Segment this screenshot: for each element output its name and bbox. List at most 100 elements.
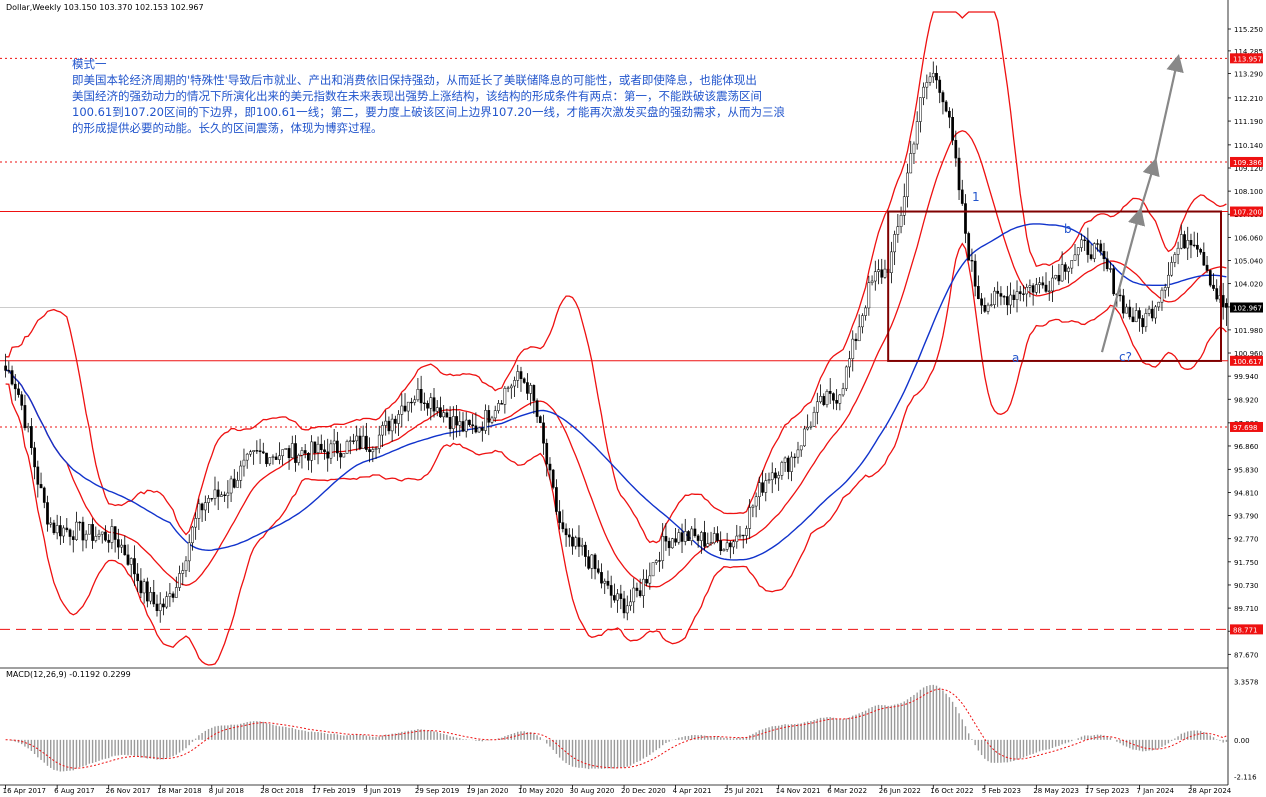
bar-body [861, 315, 864, 328]
bar-body [255, 450, 259, 452]
bar-body [880, 269, 884, 278]
time-tick-label: 5 Feb 2023 [982, 787, 1021, 795]
bar-body [735, 535, 739, 542]
bar-body [902, 196, 906, 216]
time-axis: 16 Apr 2017 6 Aug 2017 26 Nov 2017 18 Mar 2… [3, 785, 1232, 795]
bar-body [442, 412, 446, 418]
bar-body [677, 532, 681, 543]
bar-body [1015, 291, 1019, 300]
bar-body [458, 421, 462, 426]
bar-body [497, 403, 500, 411]
bar-body [883, 268, 887, 278]
price-tick-label: 93.790 [1234, 513, 1259, 521]
bar-body [126, 554, 130, 565]
bar-body [1012, 294, 1016, 300]
time-tick-label: 6 Mar 2022 [827, 787, 867, 795]
time-tick-label: 16 Apr 2017 [3, 787, 46, 795]
bar-body [864, 307, 867, 316]
bar-body [587, 556, 590, 569]
time-tick-label: 26 Nov 2017 [106, 787, 151, 795]
price-tick-label: 100.960 [1234, 350, 1263, 358]
bar-body [313, 441, 317, 454]
bar-body [410, 401, 413, 404]
bar-body [1173, 254, 1177, 263]
bar-body [616, 593, 619, 601]
bar-body [764, 480, 768, 493]
bar-body [451, 416, 455, 429]
bar-body [1121, 295, 1125, 314]
bar-body [287, 448, 291, 459]
moving-average [5, 223, 1227, 561]
bar-body [548, 463, 552, 471]
price-bars [4, 61, 1228, 623]
bar-body [120, 544, 123, 548]
bar-body [1144, 313, 1148, 328]
bar-body [390, 418, 394, 432]
price-tick-label: 112.210 [1234, 95, 1263, 103]
bar-body [873, 271, 877, 282]
bar-body [680, 532, 684, 542]
bar-body [265, 452, 268, 465]
bar-body [480, 427, 484, 431]
bar-body [1176, 247, 1180, 255]
price-tick-label: 92.770 [1234, 536, 1259, 544]
bar-body [738, 534, 742, 537]
bar-body [1199, 249, 1202, 253]
time-tick-label: 16 Oct 2022 [930, 787, 973, 795]
price-tick-label: 87.670 [1234, 651, 1259, 659]
price-tick-label: 94.810 [1234, 489, 1259, 497]
bar-body [774, 472, 777, 479]
wave-label-1: 1 [972, 190, 980, 204]
range-box [887, 210, 1222, 362]
bar-body [1073, 254, 1077, 261]
bar-body [1009, 294, 1012, 306]
bar-body [629, 601, 632, 607]
price-level-tag [1230, 156, 1263, 167]
bar-body [162, 603, 165, 608]
bar-body [1170, 262, 1173, 276]
price-tick-label: 95.830 [1234, 466, 1259, 474]
bar-body [748, 507, 752, 529]
bar-body [970, 260, 974, 262]
bar-body [1192, 244, 1196, 247]
bar-body [352, 440, 355, 442]
bar-body [345, 441, 349, 454]
price-tick-label: 108.100 [1234, 188, 1263, 196]
bar-body [1076, 247, 1080, 256]
bar-body [703, 532, 706, 547]
bar-body [613, 595, 616, 601]
bar-body [55, 525, 59, 534]
bar-body [342, 453, 346, 458]
bar-body [1054, 275, 1058, 279]
bar-body [174, 587, 178, 598]
price-tick-label: 104.020 [1234, 281, 1263, 289]
bar-body [558, 511, 561, 523]
bar-body [951, 116, 954, 141]
bar-body [767, 479, 771, 481]
bar-body [819, 396, 822, 403]
bar-body [226, 492, 230, 496]
bar-body [757, 482, 761, 498]
bar-body [30, 426, 33, 449]
bar-body [387, 420, 391, 432]
bar-body [928, 76, 932, 83]
price-tick-label: 106.060 [1234, 234, 1263, 242]
bar-body [1186, 240, 1190, 249]
time-tick-label: 30 Aug 2020 [570, 787, 615, 795]
bar-body [97, 533, 101, 537]
price-tick-label: 101.980 [1234, 327, 1263, 335]
bar-body [384, 420, 388, 426]
bar-body [284, 448, 288, 450]
bar-body [571, 536, 574, 547]
time-tick-label: 28 May 2023 [1033, 787, 1079, 795]
bar-body [474, 425, 478, 433]
bar-body [142, 581, 146, 594]
bar-body [1102, 251, 1106, 260]
bar-body [261, 451, 265, 454]
macd-tick-label: 0.00 [1234, 737, 1250, 745]
bar-body [139, 580, 143, 594]
bar-body [1118, 294, 1122, 297]
bar-body [1215, 288, 1219, 300]
bar-body [664, 536, 668, 542]
